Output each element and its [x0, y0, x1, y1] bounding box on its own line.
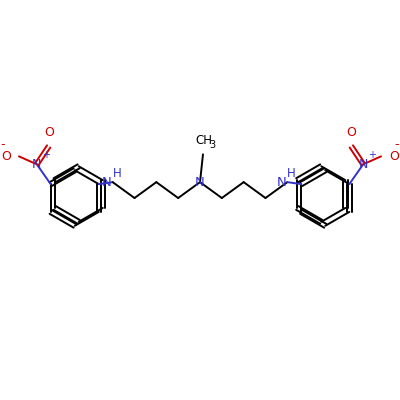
Text: N: N	[32, 158, 42, 171]
Text: O: O	[44, 126, 54, 140]
Text: +: +	[368, 150, 376, 160]
Text: N: N	[195, 176, 205, 189]
Text: N: N	[276, 176, 286, 189]
Text: N: N	[102, 176, 112, 189]
Text: O: O	[346, 126, 356, 140]
Text: N: N	[358, 158, 368, 171]
Text: H: H	[113, 167, 122, 180]
Text: CH: CH	[196, 134, 212, 148]
Text: O: O	[389, 150, 399, 163]
Text: O: O	[1, 150, 11, 163]
Text: 3: 3	[209, 140, 215, 150]
Text: -: -	[1, 138, 5, 151]
Text: -: -	[395, 138, 399, 151]
Text: H: H	[287, 167, 296, 180]
Text: +: +	[42, 150, 50, 160]
